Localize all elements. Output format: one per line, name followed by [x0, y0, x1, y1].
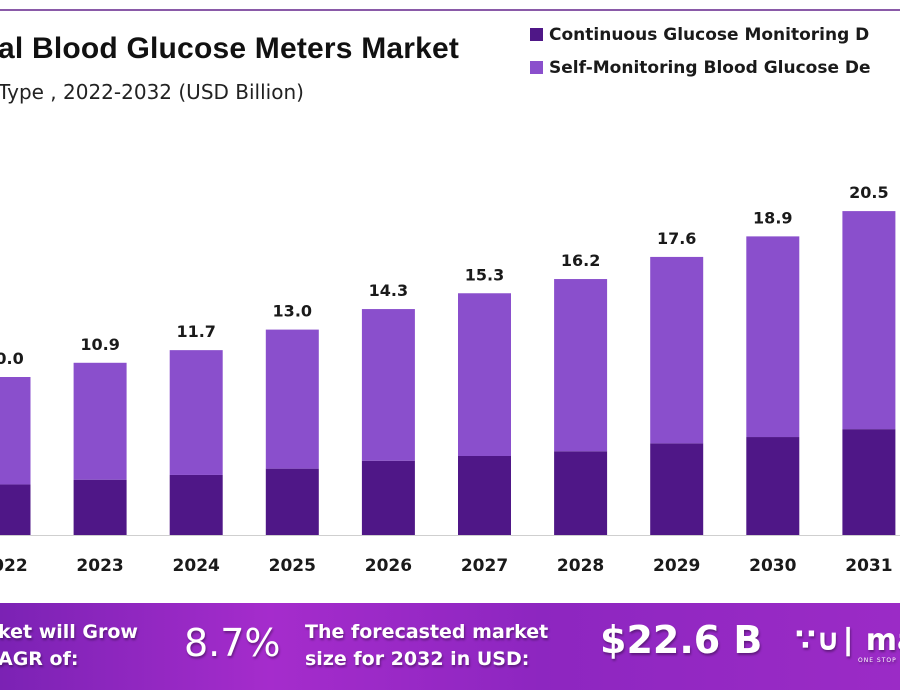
- x-tick-label-2031: 2031: [845, 556, 892, 576]
- x-tick-label-2030: 2030: [749, 556, 796, 576]
- bar-segment-cgm-2031: [842, 429, 896, 535]
- brand-logo: ∵∪∣ ma: [795, 623, 900, 658]
- legend-item-smbg: Self-Monitoring Blood Glucose De: [530, 51, 871, 84]
- bar-segment-cgm-2023: [73, 479, 127, 535]
- x-tick-label-2026: 2026: [365, 556, 412, 576]
- x-tick-label-2029: 2029: [653, 556, 700, 576]
- legend-swatch-cgm: [530, 28, 543, 41]
- x-tick-label-2025: 2025: [269, 556, 316, 576]
- legend-item-cgm: Continuous Glucose Monitoring D: [530, 18, 871, 51]
- legend: Continuous Glucose Monitoring D Self-Mon…: [530, 18, 871, 84]
- x-tick-label-2028: 2028: [557, 556, 604, 576]
- bar-segment-cgm-2025: [265, 468, 319, 535]
- top-divider: [0, 9, 900, 11]
- value-label-2025: 13.0: [273, 302, 312, 321]
- bar-segment-cgm-2024: [169, 474, 223, 535]
- bar-segment-smbg-2023: [73, 362, 127, 480]
- forecast-caption-line2: size for 2032 in USD:: [305, 648, 530, 670]
- value-label-2027: 15.3: [465, 265, 504, 284]
- logo-text: ma: [865, 623, 900, 658]
- x-tick-label-2023: 2023: [76, 556, 123, 576]
- legend-swatch-smbg: [530, 61, 543, 74]
- bar-segment-smbg-2029: [650, 256, 704, 444]
- x-tick-label-2022: 2022: [0, 556, 28, 576]
- bar-segment-smbg-2025: [265, 329, 319, 469]
- value-label-2024: 11.7: [176, 322, 215, 341]
- forecast-caption-line1: The forecasted market: [305, 621, 549, 643]
- cagr-caption: ket will Grow AGR of:: [0, 619, 138, 673]
- bar-segment-cgm-2028: [554, 451, 608, 535]
- value-label-2028: 16.2: [561, 251, 600, 270]
- bar-segment-cgm-2022: [0, 484, 31, 535]
- legend-label-cgm: Continuous Glucose Monitoring D: [549, 24, 870, 45]
- cagr-value: 8.7%: [184, 621, 281, 665]
- bar-segment-smbg-2026: [361, 309, 415, 461]
- value-label-2029: 17.6: [657, 229, 696, 248]
- value-label-2030: 18.9: [753, 208, 792, 227]
- value-label-2023: 10.9: [80, 335, 119, 354]
- summary-banner: ket will Grow AGR of: 8.7% The forecasted…: [0, 603, 900, 690]
- x-tick-label-2024: 2024: [173, 556, 220, 576]
- bar-segment-cgm-2027: [458, 456, 511, 535]
- chart-subtitle: Type , 2022-2032 (USD Billion): [0, 80, 304, 104]
- bar-segment-smbg-2027: [458, 293, 511, 456]
- logo-icon: ∵∪∣: [795, 623, 856, 658]
- bar-segment-smbg-2022: [0, 377, 31, 485]
- bar-segment-smbg-2030: [746, 236, 800, 438]
- chart-title: al Blood Glucose Meters Market: [0, 32, 460, 65]
- market-size-value: $22.6 B: [600, 618, 763, 662]
- value-label-2031: 20.5: [849, 183, 888, 202]
- forecast-caption: The forecasted market size for 2032 in US…: [305, 619, 548, 673]
- value-label-2026: 14.3: [369, 281, 408, 300]
- logo-tagline: ONE STOP: [858, 657, 897, 664]
- bar-segment-cgm-2026: [361, 460, 415, 535]
- value-label-2022: 10.0: [0, 349, 24, 368]
- bar-segment-smbg-2024: [169, 350, 223, 475]
- cagr-caption-line1: ket will Grow: [0, 621, 138, 643]
- cagr-caption-line2: AGR of:: [0, 648, 79, 670]
- bar-segment-smbg-2031: [842, 211, 896, 430]
- bar-segment-cgm-2029: [650, 443, 704, 535]
- bar-segment-smbg-2028: [554, 279, 608, 452]
- x-tick-label-2027: 2027: [461, 556, 508, 576]
- bar-chart: 10.0 2022 10.9 2023 11.7 2024 13.0 2025 14.3 2026…: [0, 183, 900, 576]
- legend-label-smbg: Self-Monitoring Blood Glucose De: [549, 57, 871, 78]
- bar-segment-cgm-2030: [746, 437, 800, 535]
